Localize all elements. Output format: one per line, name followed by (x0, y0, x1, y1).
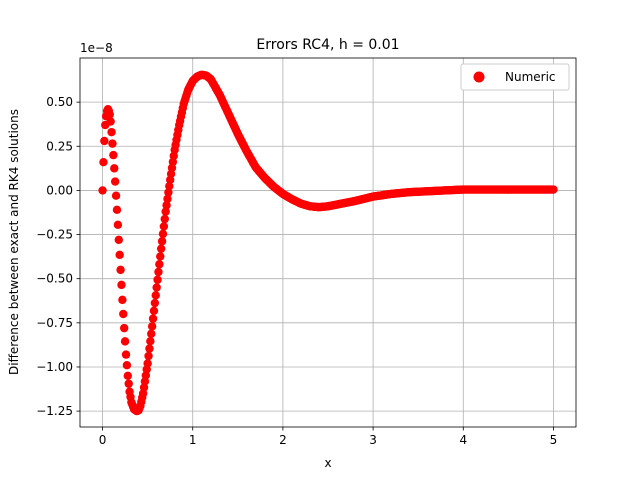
legend-box (460, 63, 570, 91)
y-tick-label: 0.00 (46, 183, 73, 197)
data-point (155, 260, 164, 269)
y-tick-label: −0.25 (36, 228, 73, 242)
legend: Numeric (460, 63, 570, 91)
data-point (145, 344, 154, 353)
data-point (119, 309, 128, 319)
data-point (119, 323, 129, 333)
data-point (122, 361, 132, 370)
data-point (147, 329, 156, 338)
data-point (156, 252, 165, 261)
data-point (116, 265, 125, 275)
y-axis-label: Difference between exact and RK4 solutio… (7, 109, 21, 375)
x-tick-label: 5 (550, 433, 558, 447)
x-tick-label: 2 (279, 433, 287, 447)
data-point (99, 157, 108, 167)
data-point (107, 127, 116, 137)
x-tick-label: 1 (189, 433, 197, 447)
data-point (124, 379, 133, 388)
legend-label-numeric: Numeric (505, 70, 556, 84)
data-point (110, 164, 119, 173)
y-tick-label: −0.75 (36, 316, 73, 330)
data-point (121, 350, 131, 359)
data-point (150, 298, 160, 308)
data-point (105, 110, 114, 119)
y-offset-label: 1e−8 (80, 41, 113, 55)
y-tick-label: 0.25 (46, 139, 73, 153)
data-point (117, 280, 126, 290)
y-tick-label: −1.25 (36, 404, 73, 418)
data-point (114, 235, 123, 245)
data-point (161, 207, 170, 216)
data-point (157, 237, 167, 246)
data-point (151, 291, 160, 300)
data-point (158, 229, 168, 239)
data-point (148, 314, 158, 323)
data-point (162, 201, 171, 210)
data-point (156, 244, 166, 253)
chart-title: Errors RC4, h = 0.01 (256, 37, 399, 53)
data-point (149, 306, 159, 316)
y-tick-label: −0.50 (36, 272, 73, 286)
data-point (100, 136, 109, 146)
x-axis-label: x (324, 456, 331, 470)
data-points (98, 70, 558, 416)
data-point (159, 222, 169, 231)
plot-frame (79, 57, 577, 428)
y-tick-label: 0.50 (46, 95, 73, 109)
data-point (147, 322, 157, 331)
data-point (106, 117, 115, 126)
data-point (164, 188, 173, 197)
x-tick-label: 0 (99, 433, 107, 447)
data-point (113, 220, 123, 230)
data-point (549, 185, 558, 194)
data-point (163, 194, 172, 204)
grid (80, 58, 576, 427)
data-point (110, 177, 120, 186)
data-point (144, 351, 153, 361)
axes (79, 57, 577, 428)
data-point (160, 214, 169, 224)
data-point (143, 359, 152, 368)
data-point (98, 186, 107, 195)
data-point (153, 275, 162, 284)
legend-marker-numeric (473, 71, 485, 83)
data-point (120, 337, 130, 346)
data-point (111, 191, 121, 200)
data-point (146, 336, 155, 346)
data-point (109, 150, 118, 160)
data-point (165, 181, 174, 191)
ticks: 0 1 2 3 4 5 −1.25 −1.00 −0.75 −0.50 −0.25 0.00 0.25 0… (36, 95, 557, 447)
y-tick-label: −1.00 (36, 360, 73, 374)
data-point (118, 295, 127, 305)
data-point (108, 139, 117, 148)
data-point (112, 205, 122, 215)
x-tick-label: 4 (459, 433, 467, 447)
data-point (123, 371, 132, 380)
data-point (115, 250, 124, 260)
data-point (152, 283, 161, 292)
x-tick-label: 3 (369, 433, 377, 447)
data-point (154, 267, 163, 277)
